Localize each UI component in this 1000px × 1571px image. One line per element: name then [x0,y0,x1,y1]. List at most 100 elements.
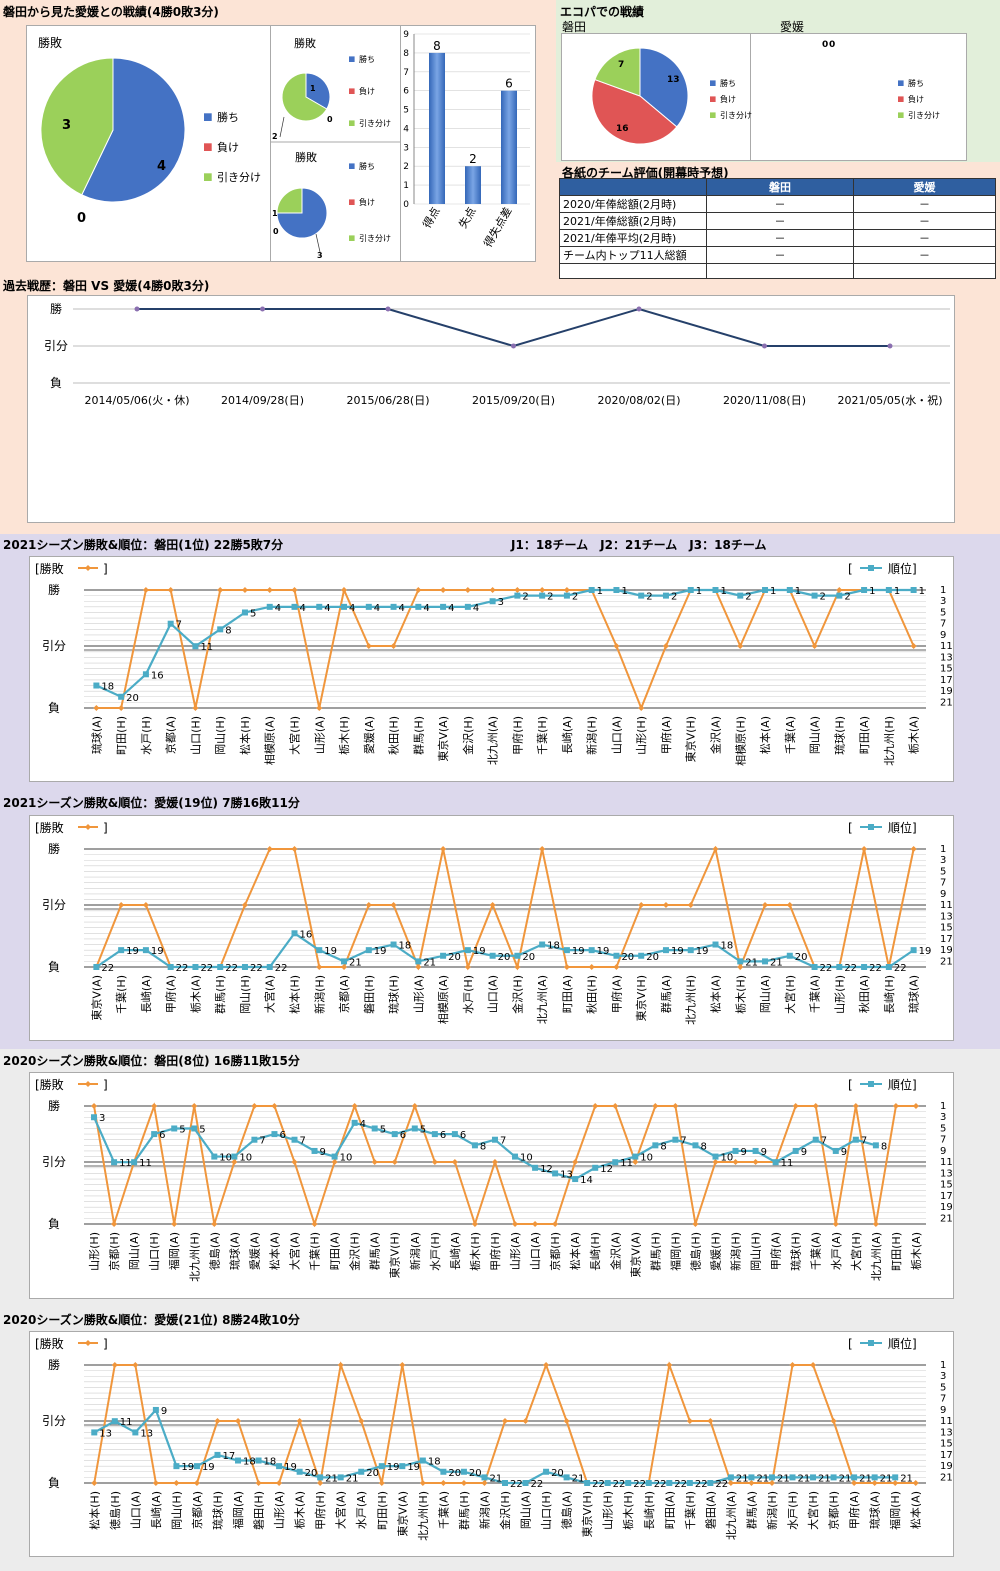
season-1-legend-left: [勝敗 [35,820,64,835]
season-1-rank-label-18: 18 [547,941,560,952]
season-3-rank-label-7: 18 [243,1457,256,1468]
goals-ytick-0: 0 [403,200,409,210]
season-2020-iwata-title: 2020シーズン勝敗&順位：磐田(8位) 16勝11敗15分 [3,1054,300,1068]
season-3-xlabel-36: 京都(H) [827,1491,841,1530]
main-pie-slice-0 [81,57,186,203]
season-2-result-point-12 [331,1159,338,1165]
season-3-xlabel-37: 甲府(A) [847,1491,861,1529]
season-1-xlabel-33: 琉球(A) [907,975,921,1013]
season-3-xlabel-10: 栃木(A) [293,1491,307,1529]
ecopa-pie-1-slice-1 [591,78,678,145]
ecopa-team1: 磐田 [562,20,587,34]
season-1-rank-tick-4: 9 [940,889,946,900]
season-2-rank-point-13 [351,1119,358,1126]
ecopa-title: エコパでの戦績 [560,5,645,19]
season-3-xlabel-21: 岡山(A) [520,1491,533,1529]
history-ylabel-2: 負 [50,376,62,390]
season-2-rank-tick-10: 21 [940,1213,953,1224]
season-2-rank-label-1: 11 [119,1158,132,1169]
season-3-rank-label-11: 21 [325,1473,338,1484]
season-0-xlabel-29: 岡山(A) [809,716,822,754]
season-3-rank-label-39: 21 [900,1473,913,1484]
season-0-result-point-29 [811,643,818,649]
season-3-result-point-30 [707,1418,714,1424]
history-date-0: 2014/05/06(火・休) [85,394,190,407]
season-3-rank-label-21: 22 [531,1479,544,1490]
season-3-rank-point-37 [851,1474,858,1481]
season-2-result-point-19 [471,1221,478,1227]
season-0-rank-point-12 [390,603,397,610]
season-3-rank-point-6 [214,1451,221,1458]
season-3-xlabel-8: 磐田(H) [252,1491,266,1530]
evaluation-row-label: 2020/年俸総額(2月時) [559,195,707,213]
away-pie-legend-label-2: 引き分け [359,234,391,243]
season-3-rank-point-3 [152,1406,159,1413]
season-1-rank-point-28 [786,952,793,959]
season-2-rank-point-8 [251,1136,258,1143]
season-0-legend-left-close: ] [103,562,108,576]
season-0-xlabel-23: 甲府(A) [659,716,673,754]
season-1-rank-point-23 [662,947,669,954]
main-pie-legend-swatch-1 [204,143,212,151]
away-pie-legend-label-0: 勝ち [359,161,375,171]
history-ylabel-1: 引分 [44,339,68,353]
season-2-rank-label-25: 12 [600,1164,613,1175]
season-3-xlabel-26: 栃木(H) [621,1491,635,1530]
season-1-rank-label-31: 22 [869,963,882,974]
season-0-rank-label-29: 2 [820,592,826,603]
season-1-xlabel-24: 北九州(H) [685,975,698,1025]
season-1-result-point-2 [142,902,149,908]
ecopa-pie2-label-b: 0 [829,40,835,50]
season-3-rank-label-2: 13 [140,1428,153,1439]
season-2-result-point-32 [732,1159,739,1165]
season-3-rank-point-18 [460,1468,467,1475]
season-1-rank-label-8: 16 [300,929,313,940]
season-1-legend-orange-marker [85,824,91,830]
season-3-rank-point-16 [419,1457,426,1464]
season-2-legend-orange-marker [85,1081,91,1087]
ecopa-pie2-legend-label-1: 負け [908,94,924,104]
season-0-xlabel-15: 金沢(H) [461,716,475,755]
goals-ytick-7: 7 [403,68,409,78]
season-1-legend-left-close: ] [103,821,108,835]
season-1-rank-tick-3: 7 [940,878,946,889]
season-2-rank-label-8: 7 [259,1136,265,1147]
goals-ytick-9: 9 [403,30,409,40]
season-3-result-point-14 [378,1480,385,1486]
season-2-result-label-1: 引分 [42,1155,66,1169]
season-0-rank-label-16: 3 [498,597,504,608]
season-3-rank-label-19: 21 [489,1473,502,1484]
season-2-rank-point-39 [872,1142,879,1149]
main-pie-label-loss: 0 [77,211,86,226]
season-1-xlabel-27: 岡山(A) [759,975,772,1013]
season-3-xlabel-24: 東京V(H) [580,1491,594,1537]
season-2-xlabel-14: 群馬(A) [368,1232,382,1270]
season-1-result-point-23 [662,902,669,908]
season-3-xlabel-20: 金沢(H) [498,1491,512,1530]
season-0-result-point-30 [836,587,843,593]
season-1-xlabel-12: 琉球(H) [387,975,401,1014]
season-3-xlabel-35: 大宮(H) [806,1491,820,1530]
evaluation-col-2: 愛媛 [853,178,996,196]
season-0-xlabel-28: 千葉(A) [783,716,797,754]
season-2-result-point-33 [752,1159,759,1165]
season-0-result-point-9 [316,705,323,711]
season-3-result-point-0 [91,1480,98,1486]
season-1-rank-point-0 [93,964,100,970]
season-2-rank-label-13: 4 [360,1119,366,1130]
season-3-rank-point-22 [543,1468,550,1475]
season-2-result-point-26 [612,1103,619,1109]
season-2-xlabel-10: 大宮(A) [288,1232,302,1270]
home-pie-label-draw: 2 [272,132,278,141]
season-2-xlabel-17: 水戸(H) [429,1232,442,1271]
season-3-result-point-3 [152,1480,159,1486]
season-2-rank-label-34: 11 [781,1158,794,1169]
season-3-rank-label-10: 20 [305,1468,318,1479]
season-0-rank-label-1: 20 [126,693,139,704]
season-1-xlabel-4: 栃木(A) [188,975,202,1013]
goals-ytick-4: 4 [403,124,409,134]
season-1-legend-right: 順位] [888,820,917,835]
season-3-result-point-21 [522,1418,529,1424]
season-2-xlabel-40: 町田(H) [890,1232,903,1271]
season-0-legend-orange-marker [85,565,91,571]
